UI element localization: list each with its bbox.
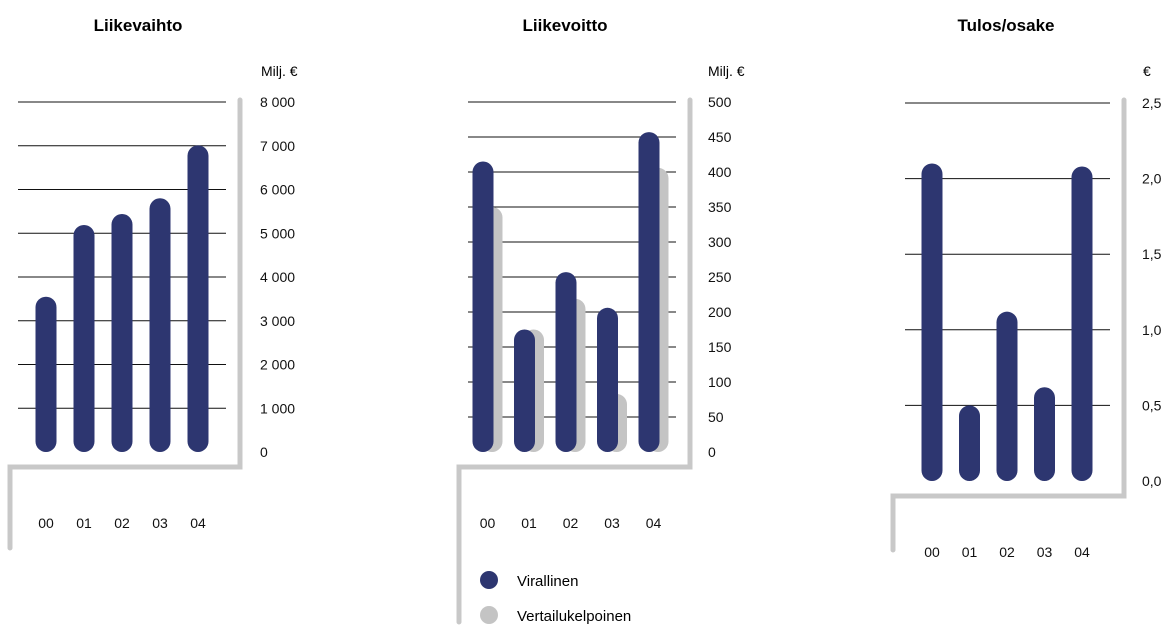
y-tick-label: 400 [708, 164, 732, 180]
y-tick-label: 150 [708, 339, 732, 355]
y-tick-label: 3 000 [260, 313, 295, 329]
axis-frame [7, 97, 243, 551]
x-tick-label: 00 [480, 515, 496, 531]
y-tick-label: 0,0 [1142, 473, 1162, 489]
x-tick-label: 03 [604, 515, 620, 531]
legend-comparable-label: Vertailukelpoinen [517, 608, 631, 625]
x-tick-label: 01 [76, 515, 92, 531]
x-tick-label: 01 [521, 515, 537, 531]
x-tick-label: 03 [1037, 544, 1053, 560]
chart-liikevoitto: Liikevoitto Milj. € Virallinen Vertailuk… [480, 16, 745, 625]
bar-official [959, 405, 980, 481]
y-tick-label: 300 [708, 234, 732, 250]
legend-comparable-swatch [480, 606, 498, 624]
bar-official [996, 311, 1018, 481]
x-tick-label: 00 [924, 544, 940, 560]
y-tick-label: 2,5 [1142, 95, 1162, 111]
bar-official [35, 296, 57, 452]
y-tick-label: 450 [708, 129, 732, 145]
bar-official [1071, 166, 1093, 481]
x-tick-label: 04 [190, 515, 206, 531]
unit-label: € [1143, 63, 1151, 79]
y-tick-label: 0,5 [1142, 397, 1162, 413]
y-tick-label: 50 [708, 409, 724, 425]
x-tick-label: 02 [999, 544, 1015, 560]
x-tick-label: 00 [38, 515, 54, 531]
bar-official [638, 132, 660, 452]
y-tick-label: 2 000 [260, 357, 295, 373]
bar-official [555, 272, 577, 452]
legend-official-label: Virallinen [517, 573, 578, 590]
chart-liikevaihto: Liikevaihto Milj. € [94, 16, 298, 79]
y-tick-label: 1,0 [1142, 322, 1162, 338]
chart-title: Liikevaihto [94, 16, 183, 35]
bar-official [1034, 387, 1055, 481]
bar-official [597, 307, 618, 452]
y-tick-label: 200 [708, 304, 732, 320]
x-tick-label: 03 [152, 515, 168, 531]
chart-title: Liikevoitto [522, 16, 607, 35]
bar-official [73, 224, 95, 452]
bar-official [187, 145, 209, 452]
unit-label: Milj. € [261, 63, 298, 79]
y-tick-label: 6 000 [260, 182, 295, 198]
chart-tulos-osake: Tulos/osake € [958, 16, 1152, 79]
x-tick-label: 04 [646, 515, 662, 531]
bar-official [921, 163, 943, 482]
chart-title: Tulos/osake [958, 16, 1055, 35]
x-tick-label: 04 [1074, 544, 1090, 560]
x-tick-label: 02 [563, 515, 579, 531]
y-tick-label: 350 [708, 199, 732, 215]
y-tick-label: 8 000 [260, 94, 295, 110]
y-tick-label: 0 [708, 444, 716, 460]
y-tick-label: 7 000 [260, 138, 295, 154]
y-tick-label: 500 [708, 94, 732, 110]
y-tick-label: 0 [260, 444, 268, 460]
x-tick-label: 02 [114, 515, 130, 531]
legend-official-swatch [480, 571, 498, 589]
y-tick-label: 1 000 [260, 400, 295, 416]
axis-frame [456, 97, 693, 625]
y-tick-label: 250 [708, 269, 732, 285]
y-tick-label: 100 [708, 374, 732, 390]
y-tick-label: 2,0 [1142, 171, 1162, 187]
y-tick-label: 1,5 [1142, 246, 1162, 262]
bar-official [514, 329, 535, 452]
x-tick-label: 01 [962, 544, 978, 560]
y-tick-label: 5 000 [260, 225, 295, 241]
axis-frame [890, 97, 1127, 553]
bar-official [111, 214, 133, 452]
bar-official [149, 198, 171, 452]
unit-label: Milj. € [708, 63, 745, 79]
bar-official [472, 161, 494, 452]
y-tick-label: 4 000 [260, 269, 295, 285]
